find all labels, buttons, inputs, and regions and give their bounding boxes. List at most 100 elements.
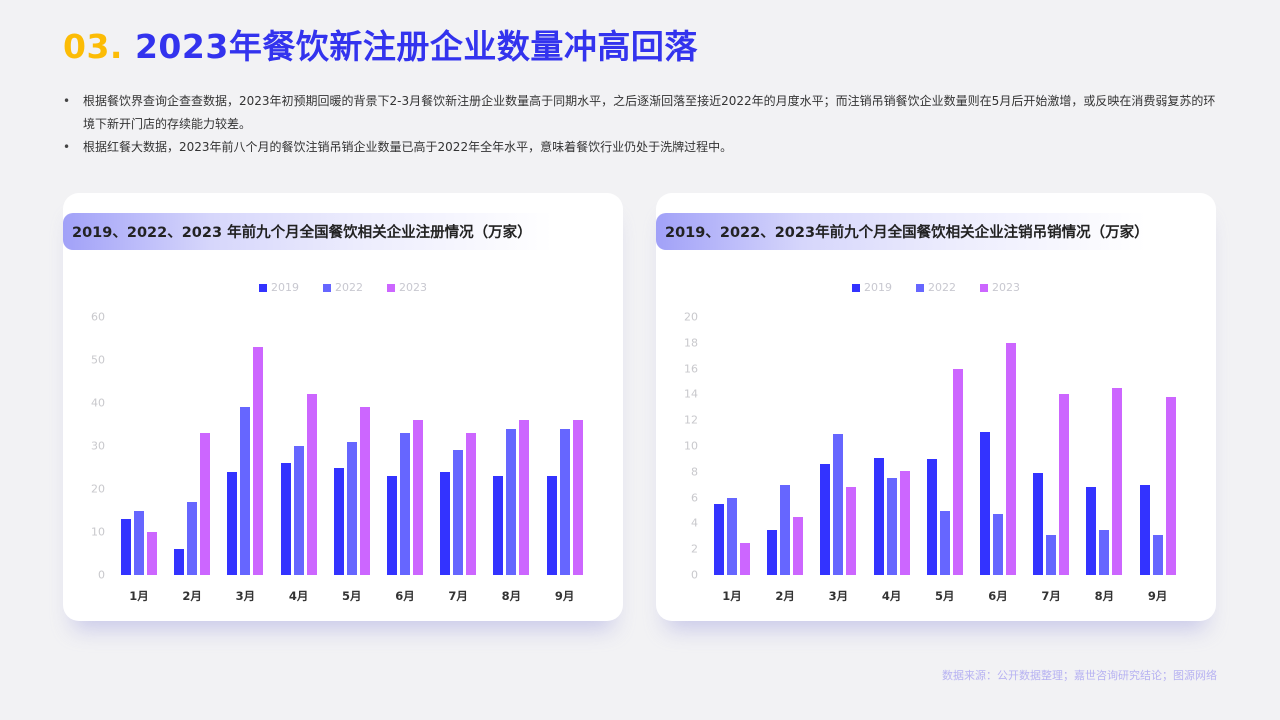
legend-label: 2019 — [864, 281, 892, 294]
bar-2022[interactable] — [134, 510, 144, 575]
bar-plot-area: 0 2 4 6 8 10 12 14 16 18 20 1月 2月 3月 4月 5月 6月 7月 8月 9月 — [656, 308, 1216, 608]
y-axis-tick: 2 — [691, 542, 698, 556]
bullet-item: 根据餐饮界查询企查查数据，2023年初预期回暖的背景下2-3月餐饮新注册企业数量… — [63, 90, 1223, 136]
legend-swatch-icon — [980, 283, 988, 292]
bar-2023[interactable] — [306, 394, 317, 575]
bar-2022[interactable] — [506, 428, 517, 575]
bar-2023[interactable] — [1112, 387, 1123, 575]
y-axis-tick: 4 — [691, 516, 698, 530]
bar-2023[interactable] — [899, 470, 910, 575]
bar-2023[interactable] — [1059, 394, 1070, 575]
bar-2019[interactable] — [714, 504, 724, 575]
bar-2022[interactable] — [1099, 529, 1110, 575]
bar-2019[interactable] — [280, 463, 291, 575]
bar-2019[interactable] — [174, 549, 185, 575]
y-axis-tick: 8 — [691, 465, 698, 479]
bar-2023[interactable] — [740, 542, 750, 575]
legend-swatch-icon — [852, 283, 860, 292]
x-axis-label: 7月 — [448, 589, 468, 603]
bar-2019[interactable] — [926, 458, 937, 575]
y-axis-tick: 18 — [684, 336, 698, 350]
y-axis-tick: 10 — [684, 439, 698, 453]
legend-label: 2022 — [928, 281, 956, 294]
bar-2022[interactable] — [187, 501, 198, 575]
bar-2019[interactable] — [546, 476, 557, 575]
section-number: 03. — [63, 27, 123, 66]
bar-2022[interactable] — [400, 433, 410, 575]
bar-2023[interactable] — [1006, 342, 1016, 575]
chart-header: 2019、2022、2023年前九个月全国餐饮相关企业注销吊销情况（万家） — [656, 213, 1149, 250]
bar-2019[interactable] — [820, 464, 831, 575]
legend-item-2022[interactable]: 2022 — [916, 281, 956, 294]
y-axis-tick: 14 — [684, 387, 698, 401]
bar-2023[interactable] — [846, 487, 857, 575]
legend-swatch-icon — [916, 283, 924, 292]
bar-2022[interactable] — [886, 478, 897, 575]
bar-2022[interactable] — [1152, 535, 1163, 575]
x-axis-label: 4月 — [288, 589, 309, 603]
legend-label: 2023 — [992, 281, 1020, 294]
bar-2019[interactable] — [440, 471, 451, 575]
bar-2022[interactable] — [780, 484, 791, 575]
bar-2022[interactable] — [453, 450, 464, 575]
y-axis-tick: 20 — [684, 310, 698, 324]
x-axis-label: 9月 — [1147, 589, 1168, 603]
bar-2023[interactable] — [1165, 396, 1176, 575]
bar-2023[interactable] — [253, 347, 264, 575]
legend-swatch-icon — [323, 283, 331, 292]
bar-2019[interactable] — [227, 471, 238, 575]
bar-2023[interactable] — [519, 420, 530, 575]
bar-2019[interactable] — [1033, 473, 1044, 575]
legend-swatch-icon — [259, 283, 267, 292]
bar-2019[interactable] — [387, 476, 397, 575]
bar-2022[interactable] — [993, 514, 1003, 575]
bar-2019[interactable] — [980, 431, 990, 575]
x-axis-label: 7月 — [1041, 589, 1061, 603]
x-axis-label: 6月 — [988, 589, 1008, 603]
deregistration-chart-card: 2019、2022、2023年前九个月全国餐饮相关企业注销吊销情况（万家） 20… — [656, 193, 1216, 621]
legend-item-2019[interactable]: 2019 — [259, 281, 299, 294]
legend-item-2023[interactable]: 2023 — [980, 281, 1020, 294]
bar-2022[interactable] — [1046, 535, 1057, 575]
chart-title: 2019、2022、2023年前九个月全国餐饮相关企业注销吊销情况（万家） — [665, 225, 1149, 241]
bar-2022[interactable] — [559, 428, 570, 575]
bar-2019[interactable] — [1086, 487, 1097, 575]
bar-2022[interactable] — [293, 446, 304, 575]
y-axis-tick: 0 — [691, 568, 698, 582]
bar-2022[interactable] — [240, 407, 251, 575]
legend-item-2019[interactable]: 2019 — [852, 281, 892, 294]
bar-2019[interactable] — [873, 457, 884, 575]
bar-2023[interactable] — [200, 433, 211, 575]
bar-2023[interactable] — [359, 407, 370, 575]
bar-2023[interactable] — [413, 420, 423, 575]
bar-2019[interactable] — [121, 519, 131, 575]
bar-2023[interactable] — [952, 368, 963, 575]
bar-2022[interactable] — [833, 434, 844, 575]
y-axis-tick: 40 — [91, 396, 105, 410]
bar-2019[interactable] — [767, 529, 778, 575]
x-axis-label: 2月 — [182, 589, 202, 603]
bar-2023[interactable] — [466, 433, 477, 575]
x-axis-label: 5月 — [342, 589, 362, 603]
bar-2019[interactable] — [493, 476, 504, 575]
x-axis-label: 1月 — [129, 589, 149, 603]
legend-item-2023[interactable]: 2023 — [387, 281, 427, 294]
x-axis-label: 5月 — [935, 589, 955, 603]
bar-2022[interactable] — [939, 510, 950, 575]
bar-2019[interactable] — [1139, 484, 1150, 575]
x-axis-label: 1月 — [722, 589, 742, 603]
bar-2019[interactable] — [333, 467, 344, 575]
bar-2022[interactable] — [346, 441, 357, 575]
bar-2023[interactable] — [793, 516, 804, 575]
data-source-note: 数据来源：公开数据整理；嘉世咨询研究结论；图源网络 — [942, 669, 1217, 682]
x-axis-label: 8月 — [501, 589, 522, 603]
legend-label: 2019 — [271, 281, 299, 294]
legend-label: 2022 — [335, 281, 363, 294]
legend-item-2022[interactable]: 2022 — [323, 281, 363, 294]
bar-2023[interactable] — [572, 420, 583, 575]
y-axis-tick: 6 — [691, 491, 698, 505]
registration-chart-card: 2019、2022、2023 年前九个月全国餐饮相关企业注册情况（万家） 201… — [63, 193, 623, 621]
bar-2022[interactable] — [727, 497, 737, 575]
x-axis-label: 9月 — [554, 589, 575, 603]
bar-2023[interactable] — [147, 532, 157, 575]
